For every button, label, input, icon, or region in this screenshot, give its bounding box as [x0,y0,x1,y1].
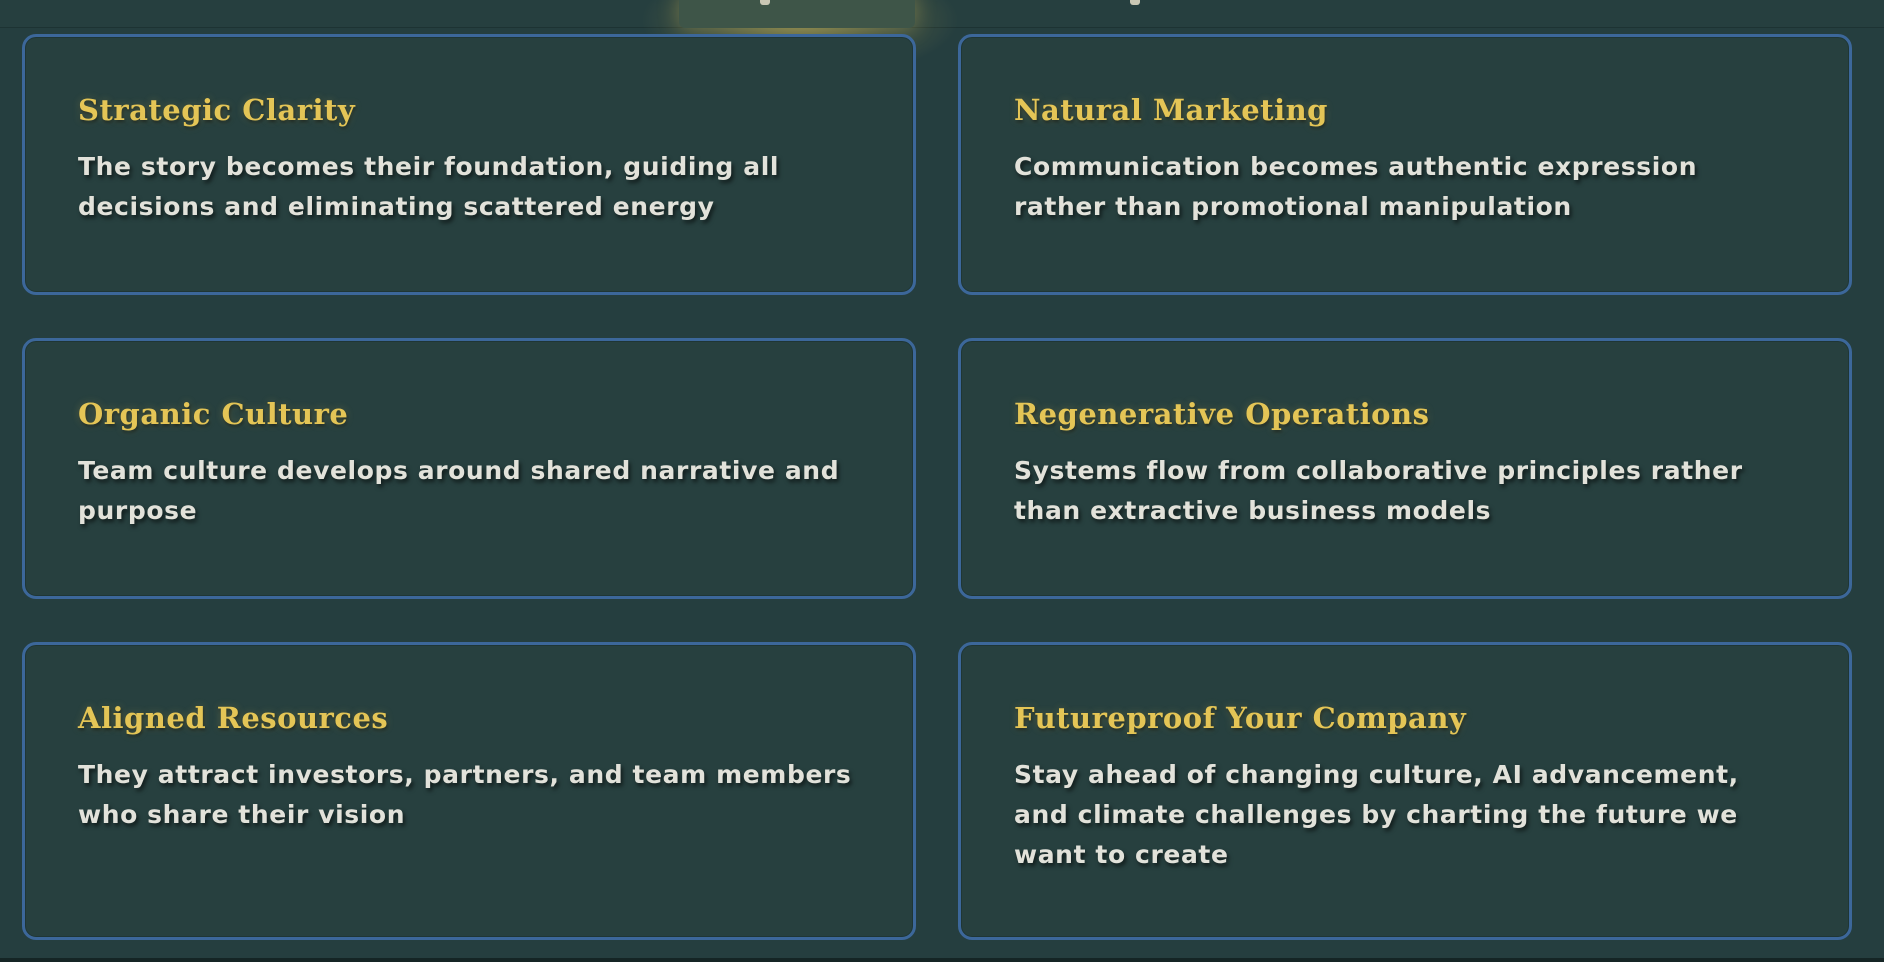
benefit-card-futureproof: Futureproof Your Company Stay ahead of c… [958,642,1852,940]
card-title: Regenerative Operations [1014,397,1430,431]
card-description: Stay ahead of changing culture, AI advan… [1014,760,1739,869]
card-title: Natural Marketing [1014,93,1328,127]
benefit-card-strategic-clarity: Strategic Clarity The story becomes thei… [22,34,916,295]
tab-text-fragment [1130,0,1140,5]
benefit-card-regenerative-operations: Regenerative Operations Systems flow fro… [958,338,1852,599]
top-navigation-strip [0,0,1884,80]
card-description: They attract investors, partners, and te… [78,760,852,829]
active-tab[interactable] [679,0,915,28]
card-description: Systems flow from collaborative principl… [1014,456,1743,525]
page-bottom-edge [0,958,1884,962]
benefit-card-natural-marketing: Natural Marketing Communication becomes … [958,34,1852,295]
card-title: Strategic Clarity [78,93,356,127]
benefit-card-organic-culture: Organic Culture Team culture develops ar… [22,338,916,599]
tab-text-fragment [760,0,770,5]
card-title: Futureproof Your Company [1014,701,1467,735]
benefits-grid: Strategic Clarity The story becomes thei… [22,34,1852,940]
card-description: The story becomes their foundation, guid… [78,152,780,221]
card-description: Team culture develops around shared narr… [78,456,840,525]
card-description: Communication becomes authentic expressi… [1014,152,1698,221]
card-title: Organic Culture [78,397,349,431]
benefit-card-aligned-resources: Aligned Resources They attract investors… [22,642,916,940]
card-title: Aligned Resources [78,701,389,735]
